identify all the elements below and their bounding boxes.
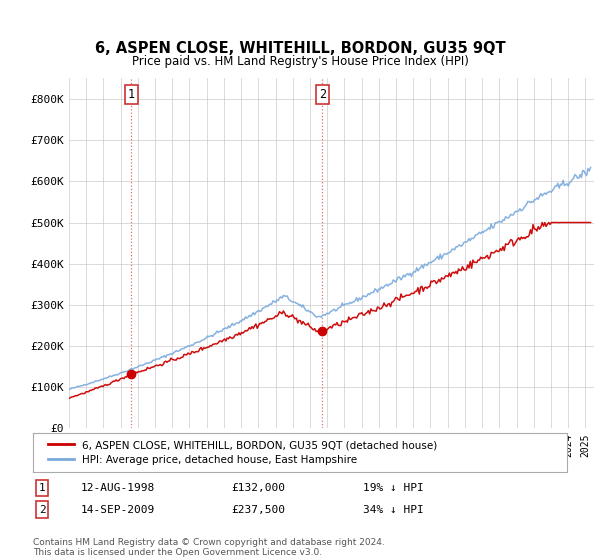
Text: 1: 1 — [38, 483, 46, 493]
Text: 2: 2 — [38, 505, 46, 515]
Text: 19% ↓ HPI: 19% ↓ HPI — [363, 483, 424, 493]
Text: 14-SEP-2009: 14-SEP-2009 — [81, 505, 155, 515]
Text: 1: 1 — [128, 88, 135, 101]
Text: Price paid vs. HM Land Registry's House Price Index (HPI): Price paid vs. HM Land Registry's House … — [131, 55, 469, 68]
Text: 6, ASPEN CLOSE, WHITEHILL, BORDON, GU35 9QT: 6, ASPEN CLOSE, WHITEHILL, BORDON, GU35 … — [95, 41, 505, 56]
Text: £132,000: £132,000 — [231, 483, 285, 493]
Text: Contains HM Land Registry data © Crown copyright and database right 2024.
This d: Contains HM Land Registry data © Crown c… — [33, 538, 385, 557]
Text: 2: 2 — [319, 88, 326, 101]
Legend: 6, ASPEN CLOSE, WHITEHILL, BORDON, GU35 9QT (detached house), HPI: Average price: 6, ASPEN CLOSE, WHITEHILL, BORDON, GU35 … — [44, 436, 442, 469]
Text: 34% ↓ HPI: 34% ↓ HPI — [363, 505, 424, 515]
Text: £237,500: £237,500 — [231, 505, 285, 515]
Text: 12-AUG-1998: 12-AUG-1998 — [81, 483, 155, 493]
